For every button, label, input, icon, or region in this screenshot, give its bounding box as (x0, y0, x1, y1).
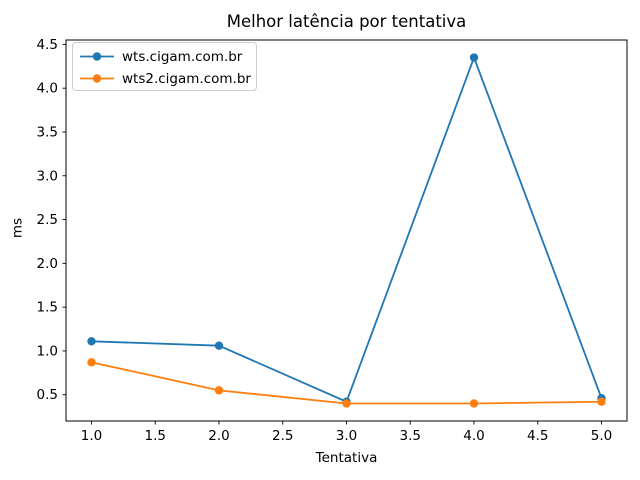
y-tick-label: 2.0 (37, 256, 58, 272)
y-tick-label: 3.0 (37, 168, 58, 184)
x-axis-label: Tentativa (315, 450, 378, 466)
legend-label-1: wts2.cigam.com.br (122, 71, 251, 87)
data-point-series-0 (469, 53, 479, 62)
x-tick-label: 5.0 (591, 428, 612, 444)
data-point-series-1 (597, 397, 606, 406)
x-tick-label: 2.0 (208, 428, 229, 444)
x-tick-label: 4.0 (463, 428, 484, 444)
y-tick-label: 1.0 (37, 343, 58, 359)
series-line-1 (91, 361, 602, 405)
legend-label-0: wts.cigam.com.br (122, 49, 243, 65)
x-tick-label: 1.0 (81, 428, 102, 444)
y-tick-label: 1.5 (37, 300, 58, 316)
data-point-series-0 (214, 341, 224, 350)
x-tick-label: 3.5 (400, 428, 421, 444)
x-tick-label: 3.0 (336, 428, 357, 444)
data-point-series-1 (87, 358, 96, 367)
legend-marker-icon-0 (92, 52, 102, 61)
legend-marker-icon-1 (92, 74, 102, 83)
data-point-series-1 (214, 386, 224, 395)
y-tick-label: 4.0 (37, 81, 58, 97)
series-line-0 (91, 54, 603, 403)
y-tick-label: 3.5 (37, 124, 58, 140)
data-point-series-1 (342, 399, 351, 408)
y-axis-label: ms (10, 218, 26, 238)
data-point-series-1 (469, 399, 479, 408)
y-tick-label: 4.5 (37, 37, 58, 53)
y-tick-label: 2.5 (37, 212, 58, 228)
chart-title: Melhor latência por tentativa (227, 12, 467, 31)
data-series-group (87, 53, 606, 408)
x-tick-label: 1.5 (145, 428, 166, 444)
x-tick-label: 2.5 (272, 428, 293, 444)
data-point-series-0 (87, 337, 96, 346)
x-axis-ticks: 1.0 1.5 2.0 2.5 3.0 3.5 4.0 4.5 5.0 (81, 421, 612, 444)
y-tick-label: 0.5 (37, 387, 58, 403)
legend-box (72, 42, 257, 91)
legend: wts.cigam.com.br wts2.cigam.com.br (72, 42, 257, 91)
plot-area-frame (65, 39, 628, 422)
x-tick-label: 4.5 (527, 428, 548, 444)
y-axis-ticks: 0.5 1.0 1.5 2.0 2.5 3.0 3.5 4.0 4.5 (37, 37, 66, 403)
